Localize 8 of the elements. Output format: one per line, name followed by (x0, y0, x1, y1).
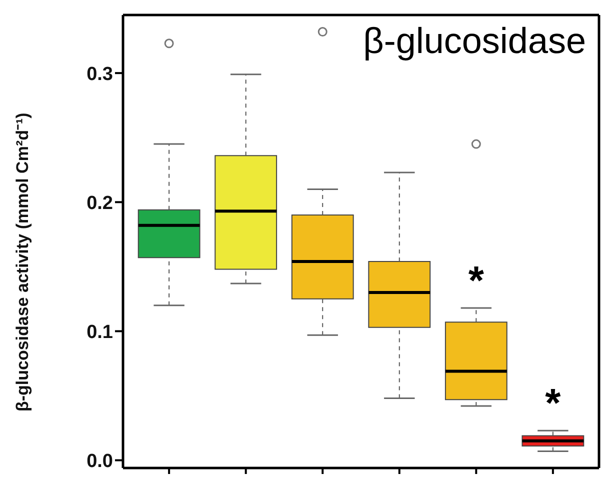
chart-title: β-glucosidase (363, 20, 586, 62)
y-tick-label: 0.0 (86, 451, 113, 472)
annotation: * (468, 258, 484, 303)
y-tick-label: 0.3 (86, 64, 113, 85)
y-axis-title: β-glucosidase activity (mmol Cm²d⁻¹) (13, 112, 32, 412)
y-tick-label: 0.2 (86, 192, 113, 214)
y-tick-label: 0.1 (86, 322, 114, 343)
annotation: * (545, 382, 562, 426)
